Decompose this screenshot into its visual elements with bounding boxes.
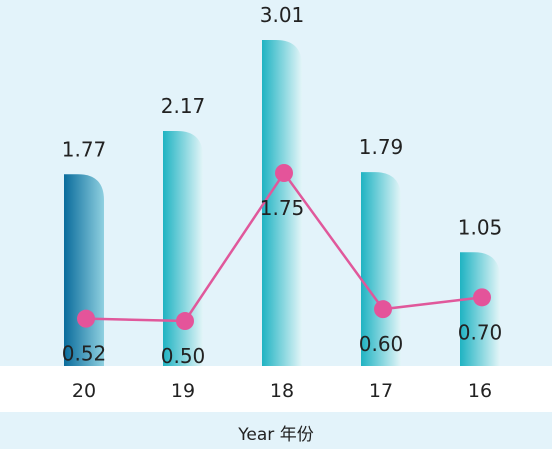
x-tick-19: 19 (171, 380, 195, 402)
x-tick-16: 16 (468, 380, 492, 402)
line-point-17 (374, 300, 392, 319)
line-point-16 (473, 288, 491, 307)
line-value-label-19: 0.50 (161, 344, 206, 368)
x-tick-18: 18 (270, 380, 294, 402)
x-axis-band (0, 366, 552, 412)
line-point-18 (275, 164, 293, 182)
bar-value-label-20: 1.77 (62, 137, 107, 161)
line-value-label-20: 0.52 (62, 342, 107, 366)
bar-16 (460, 252, 500, 366)
line-series-layer (77, 164, 491, 331)
bar-18 (262, 40, 302, 366)
line-value-label-16: 0.70 (458, 320, 503, 344)
bar-value-label-16: 1.05 (458, 215, 503, 239)
x-tick-17: 17 (369, 380, 393, 402)
line-point-20 (77, 309, 95, 328)
x-axis-title: Year 年份 (237, 425, 313, 445)
data-labels-layer: 1.77 2.17 3.01 1.79 1.05 0.52 0.50 1.75 0.60 0.70 (62, 3, 503, 368)
line-point-19 (176, 312, 194, 331)
bar-value-label-18: 3.01 (260, 3, 305, 27)
line-value-label-18: 1.75 (260, 196, 305, 220)
bar-20 (64, 174, 104, 366)
bar-value-label-19: 2.17 (161, 94, 206, 118)
bar-value-label-17: 1.79 (359, 135, 404, 159)
x-tick-labels: 20 19 18 17 16 (72, 380, 492, 402)
bar-17 (361, 172, 401, 366)
x-tick-20: 20 (72, 380, 96, 402)
line-value-label-17: 0.60 (359, 332, 404, 356)
bar-19 (163, 130, 203, 366)
